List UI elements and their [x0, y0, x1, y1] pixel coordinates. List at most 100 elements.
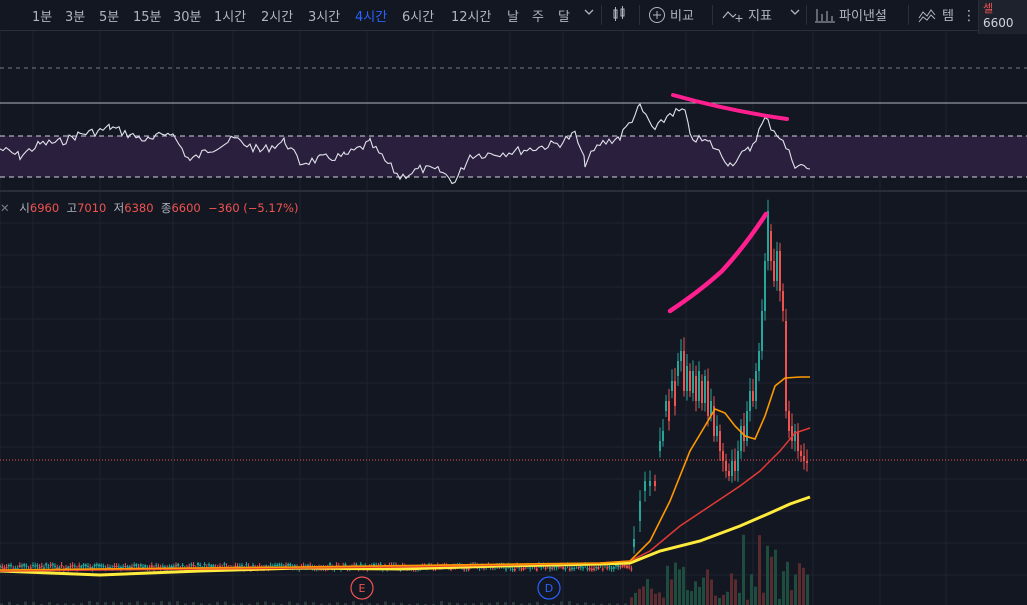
pine-button[interactable]: 파이낸셜	[815, 5, 887, 24]
marker-d[interactable]: D	[537, 576, 561, 600]
volume-bar	[528, 602, 531, 605]
candle-body	[467, 568, 470, 571]
volume-bar	[360, 603, 363, 605]
candle-body	[18, 565, 21, 567]
candle-body	[0, 565, 1, 568]
timeframe-day[interactable]: 날	[507, 10, 519, 25]
volume-bar	[56, 603, 59, 605]
volume-bar	[666, 565, 669, 605]
candle-body	[633, 539, 635, 547]
chart-area[interactable]: E D	[0, 31, 1027, 605]
volume-bar	[766, 545, 769, 605]
candle-body	[695, 376, 697, 401]
candle-body	[234, 565, 237, 567]
candle-body	[128, 566, 131, 568]
template-icon	[918, 8, 936, 22]
candle-body	[791, 426, 793, 441]
volume-bar	[208, 603, 211, 605]
candle-body	[597, 567, 600, 569]
indicators-label: 지표	[748, 9, 772, 24]
candle-body	[190, 563, 193, 566]
timeframe-1m[interactable]: 1분	[32, 10, 53, 25]
timeframe-5m[interactable]: 5분	[99, 10, 120, 25]
timeframe-2h[interactable]: 2시간	[261, 10, 294, 25]
timeframe-15m[interactable]: 15분	[133, 10, 162, 25]
candle-body	[109, 567, 111, 569]
candle-body	[788, 411, 790, 431]
candle-body	[7, 564, 10, 567]
timeframe-1h[interactable]: 1시간	[214, 10, 247, 25]
chevron-down-icon[interactable]	[584, 6, 594, 21]
timeframe-week[interactable]: 주	[532, 10, 544, 25]
candle-body	[241, 565, 243, 567]
candle-body	[113, 566, 116, 568]
candle-body	[289, 564, 292, 566]
chevron-down-icon[interactable]	[790, 6, 800, 21]
close-icon[interactable]: ✕	[0, 201, 10, 215]
candle-body	[767, 211, 769, 261]
candle-body	[80, 565, 83, 568]
volume-bar	[328, 603, 331, 605]
volume-bar	[718, 597, 721, 605]
indicators-button[interactable]: 지표	[722, 5, 772, 24]
candle-body	[269, 565, 272, 567]
volume-bar	[104, 602, 107, 605]
volume-bar	[336, 602, 339, 605]
candle-body	[734, 461, 736, 471]
candle-body	[49, 565, 52, 567]
volume-bar	[714, 595, 717, 605]
timeframe-4h[interactable]: 4시간	[355, 10, 388, 25]
volume-bar	[706, 569, 709, 605]
template-button[interactable]: 템	[918, 5, 954, 24]
volume-bar	[272, 602, 275, 605]
candle-body	[3, 567, 6, 569]
candle-body	[69, 566, 72, 568]
volume-bar	[770, 556, 773, 605]
volume-bar	[376, 603, 379, 605]
timeframe-12h[interactable]: 12시간	[451, 10, 492, 25]
volume-bar	[504, 602, 507, 605]
candle-body	[287, 563, 290, 566]
volume-bar	[472, 603, 475, 605]
volume-bar	[702, 577, 705, 605]
volume-bar	[296, 603, 299, 605]
candle-body	[329, 563, 331, 566]
volume-bar	[24, 601, 27, 605]
volume-bar	[786, 561, 789, 605]
candle-body	[309, 565, 312, 567]
candle-body	[662, 431, 664, 441]
volume-bar	[682, 566, 685, 605]
candle-body	[782, 291, 784, 311]
volume-bar	[256, 602, 259, 605]
volume-bar	[750, 574, 753, 605]
volume-bar	[320, 603, 323, 605]
volume-bar	[782, 571, 785, 605]
pine-label: 파이낸셜	[839, 9, 887, 24]
marker-e[interactable]: E	[350, 576, 374, 600]
volume-bar	[646, 579, 649, 605]
candle-body	[707, 381, 709, 416]
volume-bar	[584, 602, 587, 605]
timeframe-month[interactable]: 달	[558, 10, 570, 25]
volume-bar	[48, 602, 51, 605]
candle-body	[630, 568, 633, 570]
timeframe-3h[interactable]: 3시간	[308, 10, 341, 25]
candles-icon[interactable]	[610, 5, 628, 23]
candle-body	[307, 565, 309, 567]
price-tag-label: 셀	[983, 2, 994, 15]
candle-body	[155, 565, 158, 567]
timeframe-30m[interactable]: 30분	[173, 10, 202, 25]
volume-bar	[678, 569, 681, 605]
candle-body	[674, 381, 676, 406]
candle-body	[5, 567, 8, 569]
candle-body	[126, 566, 129, 568]
volume-bar	[240, 603, 243, 605]
timeframe-3m[interactable]: 3분	[65, 10, 86, 25]
timeframe-6h[interactable]: 6시간	[402, 10, 435, 25]
candle-body	[122, 566, 125, 568]
volume-bar	[120, 602, 123, 605]
divider	[712, 5, 713, 25]
candle-body	[770, 231, 772, 261]
candle-body	[779, 251, 781, 291]
compare-button[interactable]: 비교	[648, 5, 694, 24]
